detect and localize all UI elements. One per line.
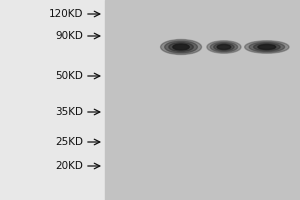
Text: 35KD: 35KD <box>55 107 83 117</box>
Ellipse shape <box>245 41 289 53</box>
Ellipse shape <box>207 41 241 53</box>
Ellipse shape <box>249 42 285 52</box>
Ellipse shape <box>258 45 276 49</box>
Text: 90KD: 90KD <box>55 31 83 41</box>
Ellipse shape <box>165 41 197 53</box>
Text: 50KD: 50KD <box>55 71 83 81</box>
Ellipse shape <box>214 43 234 51</box>
Text: 120KD: 120KD <box>49 9 83 19</box>
Ellipse shape <box>254 43 280 51</box>
Ellipse shape <box>169 43 193 51</box>
Bar <box>0 0 105 200</box>
Text: 20KD: 20KD <box>55 161 83 171</box>
Ellipse shape <box>217 45 231 49</box>
Bar <box>105 0 300 200</box>
Ellipse shape <box>210 42 238 52</box>
Ellipse shape <box>160 40 202 54</box>
Ellipse shape <box>173 44 189 50</box>
Text: 25KD: 25KD <box>55 137 83 147</box>
